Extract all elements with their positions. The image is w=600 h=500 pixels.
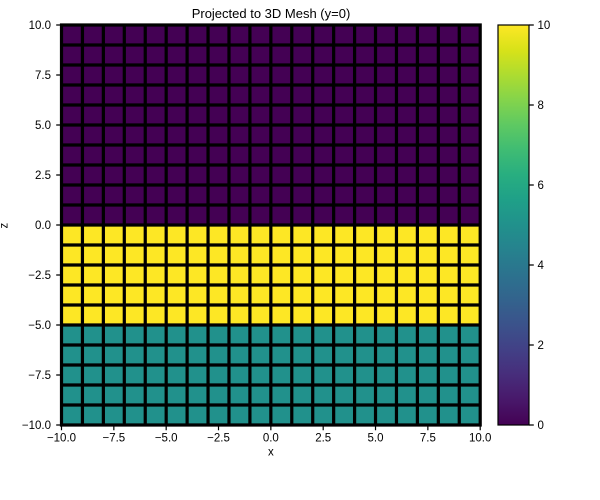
- svg-text:6: 6: [538, 180, 544, 192]
- svg-text:5.0: 5.0: [368, 433, 384, 445]
- svg-text:10.0: 10.0: [29, 20, 51, 32]
- svg-text:10: 10: [538, 20, 551, 32]
- svg-text:−7.5: −7.5: [102, 433, 125, 445]
- svg-text:Projected to 3D Mesh (y=0): Projected to 3D Mesh (y=0): [192, 6, 351, 21]
- svg-text:−10.0: −10.0: [47, 433, 76, 445]
- svg-text:2: 2: [538, 340, 544, 352]
- svg-text:8: 8: [538, 100, 544, 112]
- svg-text:10.0: 10.0: [469, 433, 491, 445]
- svg-text:0.0: 0.0: [35, 220, 51, 232]
- svg-text:2.5: 2.5: [35, 170, 51, 182]
- svg-text:−5.0: −5.0: [28, 320, 51, 332]
- svg-text:5.0: 5.0: [35, 120, 51, 132]
- svg-text:4: 4: [538, 260, 545, 272]
- svg-text:−2.5: −2.5: [207, 433, 230, 445]
- svg-text:−2.5: −2.5: [28, 270, 51, 282]
- svg-text:x: x: [268, 446, 274, 458]
- svg-text:0: 0: [538, 420, 544, 432]
- svg-text:z: z: [0, 222, 10, 228]
- svg-text:−10.0: −10.0: [22, 420, 51, 432]
- svg-text:7.5: 7.5: [35, 70, 51, 82]
- svg-text:7.5: 7.5: [420, 433, 436, 445]
- svg-text:−5.0: −5.0: [155, 433, 178, 445]
- svg-text:−7.5: −7.5: [28, 370, 51, 382]
- svg-text:2.5: 2.5: [315, 433, 331, 445]
- svg-text:0.0: 0.0: [263, 433, 279, 445]
